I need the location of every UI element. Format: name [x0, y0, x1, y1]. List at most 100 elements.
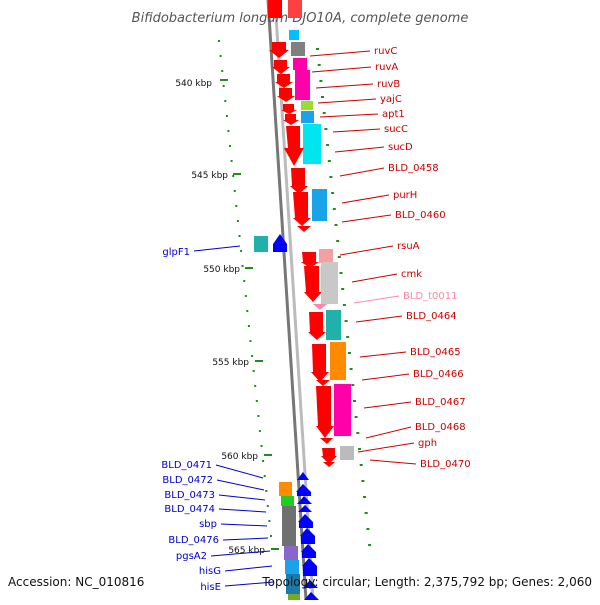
gene-label-gph[interactable]: gph: [418, 438, 437, 449]
label-leader: [341, 194, 390, 204]
gene-feature: [269, 42, 289, 58]
gene-label-BLD_0458[interactable]: BLD_0458: [388, 163, 439, 174]
gene-feature: [302, 552, 316, 558]
label-leader: [351, 273, 398, 283]
gc-dot: [347, 352, 351, 354]
gc-dot: [268, 520, 271, 522]
gene-label-BLD_0470[interactable]: BLD_0470: [420, 459, 471, 470]
scale-labels: 540 kbp 545 kbp 550 kbp 555 kbp 560 kbp …: [175, 79, 265, 556]
gene-feature: [290, 168, 308, 194]
gene-feature: [304, 266, 322, 302]
gene-label-BLD_t0011[interactable]: BLD_t0011: [403, 291, 458, 302]
gc-dot: [233, 190, 236, 192]
gene-label-BLD_0476[interactable]: BLD_0476: [168, 535, 219, 546]
gene-feature: [302, 558, 317, 566]
label-leader: [319, 113, 379, 118]
gene-label-BLD_0471[interactable]: BLD_0471: [161, 460, 212, 471]
gene-label-BLD_0465[interactable]: BLD_0465: [410, 347, 461, 358]
gc-dot: [366, 528, 370, 530]
gene-feature: [300, 528, 315, 536]
gc-dot: [337, 256, 341, 258]
label-leader: [215, 464, 264, 479]
gene-label-sucD[interactable]: sucD: [388, 142, 413, 153]
gene-feature: [286, 574, 300, 594]
gc-dot: [266, 505, 269, 507]
gene-label-BLD_0468[interactable]: BLD_0468: [415, 422, 466, 433]
gene-feature: [303, 580, 318, 588]
gene-label-sucC[interactable]: sucC: [384, 124, 408, 135]
gene-label-yajC[interactable]: yajC: [380, 94, 402, 105]
gc-dot: [241, 265, 244, 267]
gene-label-cmk[interactable]: cmk: [401, 269, 422, 280]
gene-label-pgsA2[interactable]: pgsA2: [176, 551, 207, 562]
gene-feature: [298, 505, 312, 512]
gene-feature: [297, 226, 311, 232]
label-leader: [341, 214, 392, 223]
gene-feature: [320, 438, 333, 444]
scale-label: 545 kbp: [191, 171, 228, 181]
gc-dot: [316, 48, 319, 50]
gene-label-ruvB[interactable]: ruvB: [377, 79, 400, 90]
gc-dot: [258, 430, 261, 432]
gc-dot: [224, 100, 227, 102]
gene-label-purH[interactable]: purH: [393, 190, 417, 201]
label-leader: [353, 295, 400, 304]
gene-label-BLD_0467[interactable]: BLD_0467: [415, 397, 466, 408]
gene-feature: [293, 58, 307, 70]
label-leader: [311, 66, 372, 73]
label-leader: [317, 98, 377, 104]
gc-dot: [219, 55, 222, 57]
gene-feature: [279, 482, 292, 496]
gc-dot: [251, 355, 254, 357]
gene-label-BLD_0460[interactable]: BLD_0460: [395, 210, 446, 221]
label-leader: [216, 479, 265, 491]
label-leader: [315, 83, 374, 89]
gc-dot: [341, 288, 345, 290]
gene-label-BLD_0464[interactable]: BLD_0464: [406, 311, 457, 322]
gene-feature: [285, 560, 299, 574]
gene-feature: [297, 492, 311, 496]
gene-feature: [340, 446, 354, 460]
gene-label-sbp[interactable]: sbp: [199, 519, 217, 530]
gene-feature: [301, 536, 315, 544]
gene-label-BLD_0474[interactable]: BLD_0474: [164, 504, 215, 515]
gene-feature: [301, 111, 314, 123]
gene-feature: [304, 592, 319, 600]
gene-label-BLD_0466[interactable]: BLD_0466: [413, 369, 464, 380]
genome-summary-text: Topology: circular; Length: 2,375,792 bp…: [261, 575, 592, 589]
gene-label-ruvC[interactable]: ruvC: [374, 46, 397, 57]
label-leader: [218, 508, 267, 513]
gc-dot: [263, 475, 266, 477]
gene-label-rsuA[interactable]: rsuA: [397, 241, 420, 252]
label-leader: [220, 523, 268, 527]
gene-feature: [296, 484, 311, 492]
gene-feature: [275, 74, 293, 88]
gene-label-ruvA[interactable]: ruvA: [375, 62, 398, 73]
gene-feature: [281, 104, 297, 114]
gene-feature: [326, 310, 341, 340]
gene-feature: [330, 342, 346, 380]
gc-dot: [336, 240, 340, 242]
gc-dot: [265, 490, 268, 492]
gc-dot: [353, 400, 356, 402]
gene-label-BLD_0472[interactable]: BLD_0472: [162, 475, 213, 486]
gene-label-glpF1[interactable]: glpF1: [162, 247, 190, 258]
gene-label-hisG[interactable]: hisG: [199, 566, 221, 577]
gene-feature: [284, 546, 298, 560]
gene-feature: [295, 70, 310, 100]
gc-dot: [361, 480, 365, 482]
label-leader: [218, 494, 266, 501]
gc-dot: [240, 250, 243, 252]
gc-dot: [342, 304, 346, 306]
label-leader: [365, 426, 412, 439]
gene-label-hisE[interactable]: hisE: [200, 582, 221, 593]
gene-feature: [272, 60, 290, 74]
gc-dot: [270, 535, 272, 537]
gene-label-BLD_0473[interactable]: BLD_0473: [164, 490, 215, 501]
gc-dot: [229, 145, 231, 147]
label-leader: [332, 128, 381, 133]
gene-label-apt1[interactable]: apt1: [382, 109, 405, 120]
gene-feature: [297, 496, 312, 504]
gene-feature: [297, 472, 309, 480]
